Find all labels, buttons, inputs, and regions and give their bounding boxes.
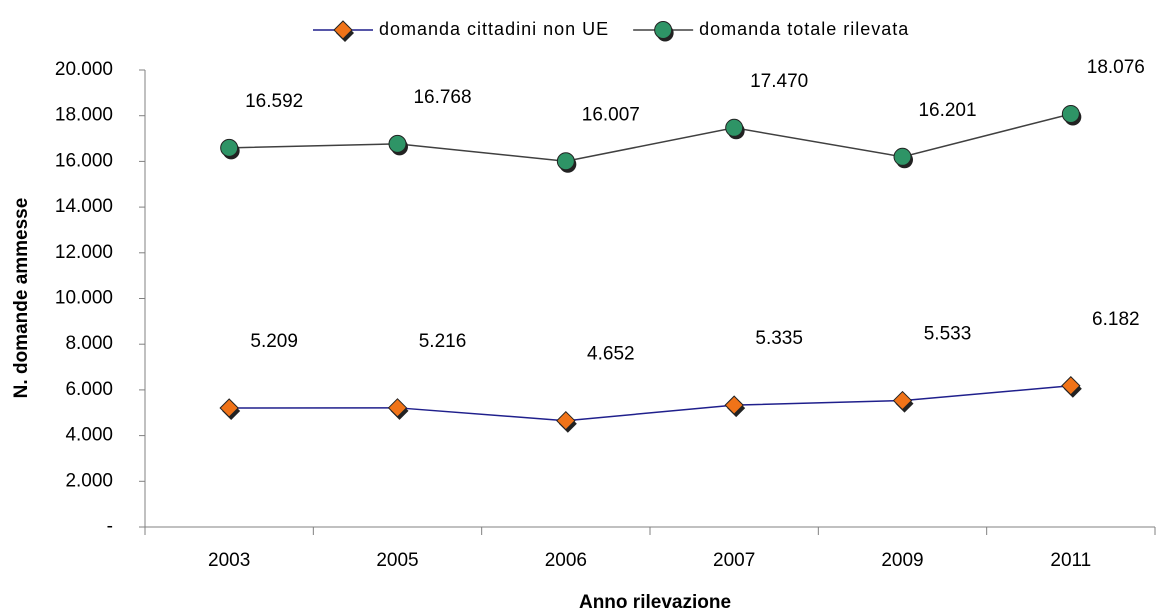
point <box>387 398 408 418</box>
series-line <box>229 384 1071 422</box>
data-label: 5.209 <box>250 331 298 352</box>
point <box>556 410 576 431</box>
data-label: 5.335 <box>755 328 803 349</box>
y-tick-label: 10.000 <box>55 288 113 309</box>
y-tick-label: 14.000 <box>55 196 113 217</box>
y-tick-label: 6.000 <box>65 379 113 400</box>
point <box>724 395 744 415</box>
point <box>892 390 913 411</box>
data-label: 18.076 <box>1087 57 1145 78</box>
legend-marker <box>333 20 353 40</box>
x-tick-label: 2011 <box>1050 550 1091 571</box>
data-label: 16.768 <box>413 87 471 108</box>
y-tick-label: 12.000 <box>55 242 113 263</box>
y-tick-label: - <box>107 516 113 537</box>
data-label: 4.652 <box>587 344 635 365</box>
y-tick-label: 16.000 <box>55 150 113 171</box>
data-label: 16.007 <box>582 104 640 125</box>
point <box>893 147 912 166</box>
x-axis-title: Anno rilevazione <box>579 592 731 610</box>
point <box>220 138 239 157</box>
data-label: 16.592 <box>245 91 303 112</box>
data-label: 17.470 <box>750 71 808 92</box>
point <box>725 118 744 137</box>
point <box>1061 104 1080 123</box>
x-tick-label: 2003 <box>208 550 250 571</box>
y-tick-label: 4.000 <box>65 425 113 446</box>
x-tick-label: 2005 <box>376 550 418 571</box>
point <box>556 152 575 171</box>
data-label: 5.216 <box>419 331 467 352</box>
data-label: 5.533 <box>924 324 972 345</box>
legend-marker <box>654 21 673 39</box>
y-tick-label: 2.000 <box>65 470 113 491</box>
x-tick-label: 2007 <box>713 550 755 571</box>
y-tick-label: 18.000 <box>55 105 113 126</box>
x-tick-label: 2009 <box>881 550 923 571</box>
y-tick-label: 20.000 <box>55 59 113 80</box>
point <box>388 134 407 153</box>
x-tick-label: 2006 <box>545 550 587 571</box>
series-line <box>229 113 1072 162</box>
legend-label: domanda totale rilevata <box>699 19 909 39</box>
y-axis-title: N. domande ammesse <box>11 198 32 399</box>
legend-label: domanda cittadini non UE <box>379 19 609 39</box>
y-tick-label: 8.000 <box>65 333 113 354</box>
data-label: 16.201 <box>918 100 976 121</box>
point <box>219 398 239 418</box>
data-label: 6.182 <box>1092 309 1140 330</box>
point <box>1061 376 1081 396</box>
